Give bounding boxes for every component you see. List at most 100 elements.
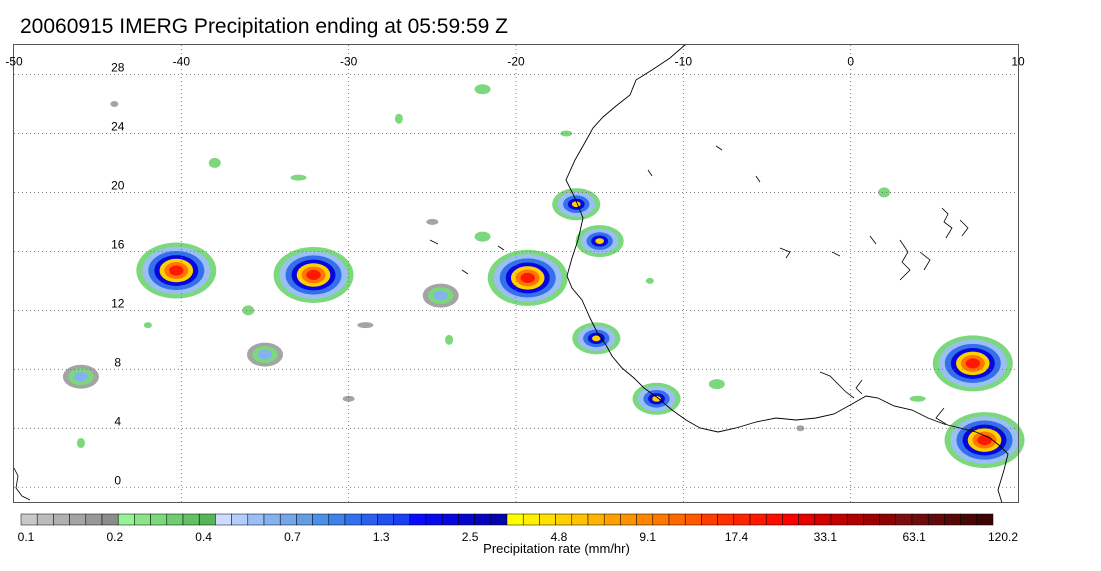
- precip-system: [552, 188, 601, 221]
- colorbar-swatch: [117, 513, 135, 526]
- colorbar-swatch: [603, 513, 621, 526]
- colorbar-swatch: [344, 513, 362, 526]
- precip-system: [487, 249, 568, 306]
- western-edge-coast: [13, 467, 31, 501]
- colorbar-swatch: [571, 513, 589, 526]
- colorbar-swatch: [36, 513, 54, 526]
- colorbar-swatch: [814, 513, 832, 526]
- colorbar-tick-label: 17.4: [725, 530, 749, 544]
- colorbar-swatch: [895, 513, 913, 526]
- colorbar-swatch: [960, 513, 978, 526]
- colorbar-swatch: [490, 513, 508, 526]
- precip-cell: [357, 322, 374, 329]
- precip-system: [273, 246, 354, 303]
- colorbar-swatch: [393, 513, 411, 526]
- lon-tick-label: -50: [5, 55, 23, 69]
- niger-delta: [819, 371, 947, 425]
- colorbar-swatch: [555, 513, 573, 526]
- colorbar-swatch: [134, 513, 151, 526]
- colorbar: 0.1 0.2 0.4 0.7 1.3 2.5 4.8 9.1 17.4 33.1 63.1 120.…: [18, 513, 1018, 544]
- colorbar-tick-label: 0.2: [106, 530, 123, 544]
- precip-system: [572, 322, 621, 355]
- precip-contour: [977, 435, 992, 446]
- colorbar-swatch: [296, 513, 313, 526]
- lat-tick-label: 12: [111, 296, 125, 310]
- lat-tick-label: 20: [111, 178, 125, 192]
- precipitation-field: [62, 84, 1025, 469]
- colorbar-swatch: [312, 513, 330, 526]
- precip-cell: [143, 322, 152, 329]
- precip-cell: [290, 174, 307, 181]
- colorbar-swatch: [944, 513, 961, 526]
- precip-cell: [645, 277, 654, 284]
- precip-cell: [110, 100, 119, 107]
- colorbar-swatch: [101, 513, 119, 526]
- precip-cell: [474, 84, 491, 95]
- colorbar-swatch: [247, 513, 265, 526]
- precip-cell: [909, 395, 926, 402]
- colorbar-tick-label: 0.1: [18, 530, 35, 544]
- coastal-lakes: [429, 145, 969, 281]
- plot-title: 20060915 IMERG Precipitation ending at 0…: [20, 15, 508, 38]
- colorbar-swatch: [328, 513, 346, 526]
- colorbar-swatch: [263, 513, 281, 526]
- precip-cell: [242, 305, 255, 316]
- colorbar-swatch: [377, 513, 394, 526]
- precip-system: [575, 225, 624, 258]
- precip-cell: [878, 187, 891, 198]
- precip-system: [932, 335, 1013, 392]
- colorbar-swatch: [863, 513, 880, 526]
- precip-contour: [73, 371, 89, 382]
- colorbar-tick-label: 4.8: [551, 530, 568, 544]
- colorbar-swatch: [846, 513, 864, 526]
- colorbar-swatch: [20, 513, 38, 526]
- lat-tick-label: 28: [111, 60, 125, 74]
- colorbar-tick-label: 33.1: [814, 530, 838, 544]
- precip-system: [136, 242, 217, 299]
- colorbar-swatch: [976, 513, 994, 526]
- colorbar-swatch: [198, 513, 216, 526]
- colorbar-tick-label: 1.3: [373, 530, 390, 544]
- precip-system: [944, 412, 1025, 469]
- colorbar-swatch: [782, 513, 799, 526]
- colorbar-tick-label: 9.1: [639, 530, 656, 544]
- colorbar-swatch: [409, 513, 427, 526]
- precip-system: [632, 382, 681, 415]
- precip-contour: [257, 349, 273, 360]
- colorbar-swatch: [474, 513, 492, 526]
- colorbar-tick-label: 120.2: [988, 530, 1018, 544]
- map-frame: [13, 44, 1019, 503]
- precip-cell: [342, 395, 355, 402]
- colorbar-title: Precipitation rate (mm/hr): [483, 541, 630, 556]
- precip-contour: [965, 358, 981, 369]
- lon-tick-label: -10: [675, 55, 693, 69]
- colorbar-swatch: [701, 513, 718, 526]
- lon-tick-label: -30: [340, 55, 358, 69]
- precip-system: [422, 283, 459, 308]
- colorbar-swatch: [717, 513, 735, 526]
- colorbar-swatch: [279, 513, 297, 526]
- colorbar-swatch: [911, 513, 929, 526]
- colorbar-swatch: [765, 513, 783, 526]
- precip-contour: [306, 269, 321, 281]
- lon-tick-label: 0: [847, 55, 854, 69]
- lat-lon-grid: [14, 45, 1018, 502]
- precip-cell: [474, 231, 491, 242]
- lat-tick-label: 8: [114, 355, 121, 369]
- colorbar-swatch: [85, 513, 103, 526]
- colorbar-swatch: [879, 513, 897, 526]
- lat-tick-label: 4: [114, 414, 121, 428]
- colorbar-swatch: [749, 513, 767, 526]
- axis-tick-labels: -50 -40 -30 -20 -10 0 10 0 4 8 12 16 20 24 28: [5, 55, 1025, 488]
- lat-tick-label: 0: [114, 473, 121, 487]
- colorbar-swatch: [684, 513, 702, 526]
- colorbar-swatch: [441, 513, 459, 526]
- colorbar-swatch: [53, 513, 70, 526]
- lon-tick-label: -40: [173, 55, 191, 69]
- colorbar-tick-label: 0.4: [195, 530, 212, 544]
- colorbar-swatch: [425, 513, 443, 526]
- colorbar-tick-label: 2.5: [462, 530, 479, 544]
- lon-tick-label: 10: [1011, 55, 1025, 69]
- precip-cell: [445, 334, 454, 345]
